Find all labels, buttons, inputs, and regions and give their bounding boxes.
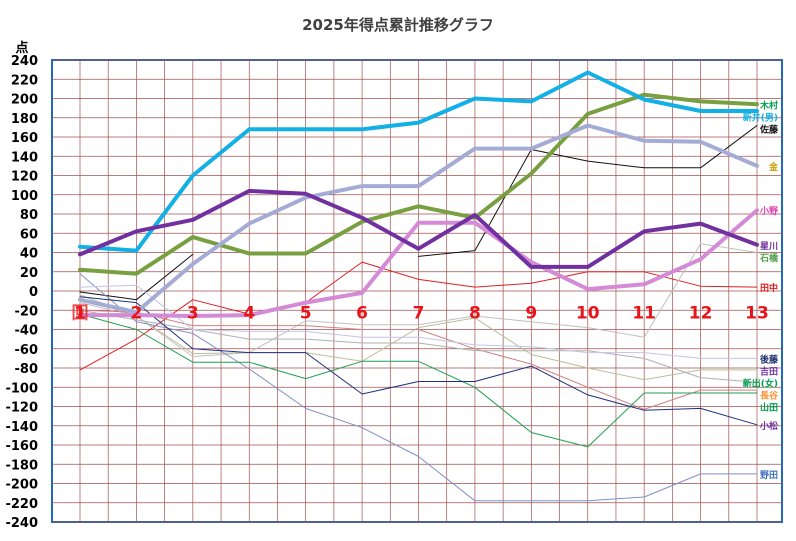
series-line [78,123,759,315]
x-tick-label: 7 [413,303,425,323]
x-first-label: 回 [72,303,89,323]
series-label: 新井(男) [743,111,778,123]
grid-layer [51,59,783,523]
x-tick-label: 5 [300,303,312,323]
series-line [79,294,758,381]
series-label: 金 [768,161,779,173]
series-line [79,125,758,301]
x-tick-label: 1 [74,303,86,323]
y-tick-label: -220 [5,497,38,512]
series-label: 新出(女) [743,377,778,389]
y-tick-label: 220 [11,73,38,88]
series-line [79,284,758,359]
y-axis-label: 点 [15,40,28,56]
series-line [79,313,758,448]
series-line [78,92,759,276]
x-tick-label: 2 [130,303,142,323]
y-tick-label: -20 [15,304,39,319]
x-tick-label: 6 [356,303,368,323]
series-line [78,208,759,318]
y-tick-label: 100 [11,189,38,204]
series-label: 山田 [760,401,778,413]
series-line [79,309,758,410]
y-tick-label: 140 [11,150,38,165]
series-label: 野田 [760,470,778,481]
series-line [79,243,758,357]
y-tick-label: -140 [5,420,38,435]
series-line [79,296,758,426]
y-tick-label: -80 [15,362,39,377]
y-tick-label: 80 [20,208,38,223]
y-tick-label: -60 [15,343,39,358]
y-tick-label: -120 [5,401,38,416]
x-tick-labels: 1 2 3 4 5 6 7 8 9 10 11 12 13回 [72,303,769,323]
y-tick-labels: 240220200180160140120100806040200-20-40-… [5,54,38,531]
x-tick-label: 10 [576,303,600,323]
x-tick-label: 12 [689,303,713,323]
y-tick-label: 180 [11,112,38,127]
x-tick-label: 8 [469,303,481,323]
series-line [78,188,759,269]
series-line [79,273,758,502]
chart-title: 2025年得点累計推移グラフ [302,16,494,34]
series-label: 小野 [759,205,778,217]
y-tick-label: 0 [29,285,38,300]
series-label: 吉田 [760,365,778,377]
y-tick-label: -240 [5,516,38,531]
y-tick-label: -200 [5,478,38,493]
x-tick-label: 4 [243,303,255,323]
y-tick-label: 240 [11,54,38,69]
series-layer [78,70,759,502]
series-label: 佐藤 [759,123,779,135]
y-tick-label: 200 [11,93,38,108]
series-label: 木村 [759,99,778,111]
x-tick-label: 3 [187,303,199,323]
y-tick-label: -160 [5,439,38,454]
x-tick-label: 11 [632,303,656,323]
series-line [78,70,759,253]
y-tick-label: -40 [15,324,39,339]
x-tick-label: 9 [525,303,537,323]
y-tick-label: 40 [20,247,38,262]
y-tick-label: -100 [5,381,38,396]
series-line [79,261,758,371]
series-label: 小松 [759,420,778,432]
x-tick-label: 13 [745,303,769,323]
y-tick-label: 20 [20,266,38,281]
y-tick-label: 160 [11,131,38,146]
y-tick-label: 60 [20,227,38,242]
series-label: 星川 [760,241,778,252]
series-label: 田中 [760,282,778,294]
series-label: 後藤 [760,353,779,365]
y-tick-label: -180 [5,458,38,473]
series-label: 長谷 [760,389,779,401]
y-tick-label: 120 [11,170,38,185]
series-label: 石橋 [759,252,779,264]
